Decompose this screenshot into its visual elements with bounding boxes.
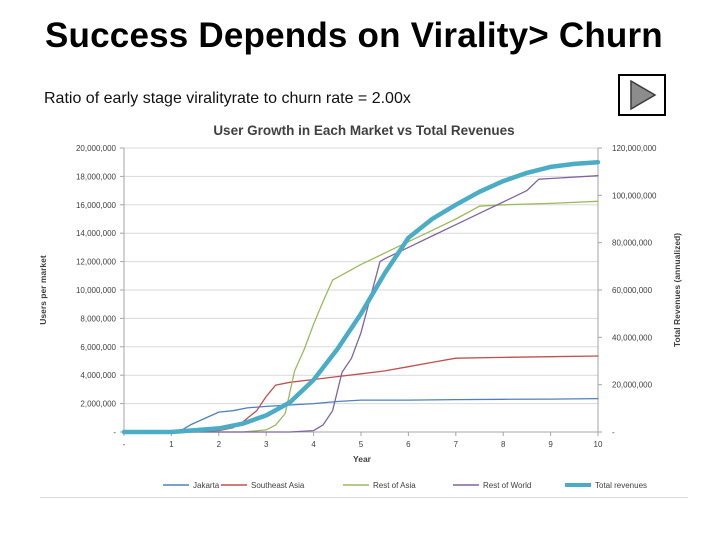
- series-line-rest-of-asia: [123, 200, 599, 433]
- y-tick-label: 10,000,000: [76, 286, 117, 295]
- y2-tick-label: 100,000,000: [612, 191, 657, 200]
- play-icon: [621, 77, 663, 113]
- y-tick-label: 8,000,000: [80, 314, 116, 323]
- series-line-southeast-asia: [123, 355, 599, 433]
- slide-title: Success Depends on Virality> Churn: [45, 16, 663, 55]
- legend-label: Jakarta: [193, 481, 220, 490]
- series-line-rest-of-world: [123, 175, 599, 433]
- x-axis-title: Year: [353, 454, 372, 464]
- x-tick-label: -: [123, 440, 126, 449]
- x-tick-label: 5: [359, 440, 364, 449]
- chart-title: User Growth in Each Market vs Total Reve…: [213, 123, 514, 138]
- y2-tick-label: 20,000,000: [612, 381, 653, 390]
- y2-tick-label: 60,000,000: [612, 286, 653, 295]
- y-axis-title: Users per market: [38, 255, 48, 325]
- divider-line: [40, 497, 688, 498]
- x-tick-label: 7: [454, 440, 459, 449]
- x-tick-label: 9: [548, 440, 553, 449]
- series-line-jakarta: [123, 397, 599, 433]
- y2-tick-label: -: [612, 428, 615, 437]
- slide-subtitle: Ratio of early stage viralityrate to chu…: [44, 90, 411, 107]
- y-tick-label: 20,000,000: [76, 144, 117, 153]
- x-tick-label: 4: [311, 440, 316, 449]
- legend-label: Rest of Asia: [373, 481, 416, 490]
- x-tick-label: 2: [217, 440, 222, 449]
- series-line-total-revenues: [121, 159, 601, 435]
- x-tick-label: 10: [594, 440, 603, 449]
- y2-tick-label: 80,000,000: [612, 239, 653, 248]
- x-tick-label: 3: [264, 440, 269, 449]
- x-tick-label: 8: [501, 440, 506, 449]
- y-tick-label: -: [113, 428, 116, 437]
- play-button[interactable]: [618, 74, 666, 116]
- legend-label: Southeast Asia: [251, 481, 305, 490]
- y-tick-label: 2,000,000: [80, 400, 116, 409]
- x-tick-label: 1: [169, 440, 174, 449]
- y-tick-label: 6,000,000: [80, 343, 116, 352]
- y-tick-label: 16,000,000: [76, 201, 117, 210]
- y-tick-label: 4,000,000: [80, 371, 116, 380]
- y-tick-label: 12,000,000: [76, 258, 117, 267]
- y2-tick-label: 40,000,000: [612, 333, 653, 342]
- legend-label: Total revenues: [595, 481, 647, 490]
- x-tick-label: 6: [406, 440, 411, 449]
- y2-axis-title: Total Revenues (annualized): [672, 233, 682, 347]
- y-tick-label: 14,000,000: [76, 229, 117, 238]
- y2-tick-label: 120,000,000: [612, 144, 657, 153]
- y-tick-label: 18,000,000: [76, 172, 117, 181]
- legend-label: Rest of World: [483, 481, 531, 490]
